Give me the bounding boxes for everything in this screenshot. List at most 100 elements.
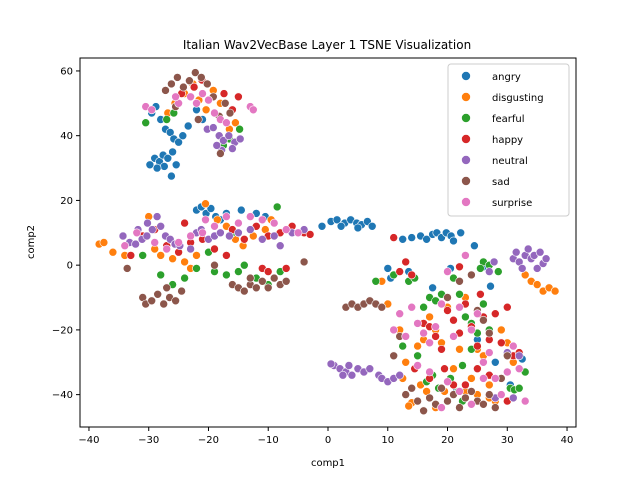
data-point-neutral — [257, 235, 267, 244]
data-point-sad — [299, 257, 309, 267]
legend-label-angry: angry — [492, 72, 521, 83]
data-point-surprise — [467, 399, 476, 409]
data-point-sad — [419, 406, 428, 416]
data-point-disgusting — [231, 118, 240, 127]
data-point-happy — [407, 270, 417, 280]
data-point-angry — [407, 233, 417, 242]
data-point-angry — [168, 147, 177, 157]
data-point-sad — [425, 393, 434, 403]
data-point-surprise — [204, 95, 213, 105]
x-tick-label: 30 — [501, 435, 514, 446]
data-point-sad — [479, 315, 488, 325]
data-point-angry — [167, 171, 176, 181]
data-point-neutral — [156, 222, 165, 231]
data-point-sad — [210, 260, 219, 270]
data-point-surprise — [132, 228, 142, 238]
data-point-surprise — [514, 364, 524, 374]
data-point-sad — [401, 390, 411, 399]
data-point-sad — [191, 68, 200, 77]
legend-marker-disgusting — [461, 92, 471, 102]
data-point-sad — [479, 399, 488, 409]
data-point-neutral — [235, 134, 245, 144]
data-point-neutral — [395, 370, 405, 380]
data-point-surprise — [413, 361, 422, 370]
data-point-happy — [437, 344, 446, 354]
data-point-sad — [225, 108, 235, 118]
data-point-surprise — [269, 218, 279, 228]
data-point-fearful — [461, 312, 470, 322]
data-point-angry — [422, 235, 431, 244]
data-point-neutral — [152, 212, 162, 221]
data-point-sad — [161, 86, 170, 95]
data-point-happy — [234, 92, 243, 102]
data-point-surprise — [461, 251, 470, 260]
data-point-disgusting — [413, 341, 422, 351]
data-point-surprise — [198, 228, 207, 238]
data-point-sad — [177, 286, 186, 296]
data-point-happy — [210, 244, 219, 254]
data-point-sad — [171, 296, 180, 306]
data-point-surprise — [222, 212, 231, 221]
data-point-neutral — [484, 267, 494, 276]
data-point-angry — [165, 128, 175, 137]
data-point-neutral — [216, 228, 225, 238]
legend-label-happy: happy — [492, 135, 523, 146]
data-point-disgusting — [201, 105, 211, 115]
data-point-angry — [317, 222, 327, 231]
data-point-fearful — [141, 118, 150, 127]
data-point-fearful — [192, 264, 201, 273]
data-point-fearful — [156, 270, 165, 280]
data-point-fearful — [222, 270, 231, 280]
data-point-sad — [490, 403, 500, 412]
data-point-neutral — [514, 351, 524, 361]
legend-items: angry disgusting fearful happy neutral sad sur… — [461, 71, 544, 209]
data-point-sad — [437, 383, 446, 393]
data-point-surprise — [192, 99, 201, 108]
legend-label-fearful: fearful — [492, 114, 525, 125]
data-point-sad — [257, 276, 267, 286]
data-point-disgusting — [180, 257, 189, 267]
legend-label-sad: sad — [492, 177, 510, 188]
data-point-surprise — [293, 228, 303, 238]
data-point-surprise — [449, 332, 458, 341]
legend: angry disgusting fearful happy neutral sad sur… — [447, 63, 570, 217]
data-point-angry — [470, 241, 479, 250]
data-point-happy — [389, 233, 399, 242]
data-point-happy — [461, 380, 470, 390]
data-point-sad — [484, 390, 494, 399]
data-point-neutral — [365, 364, 375, 374]
y-axis-label: comp2 — [26, 225, 37, 259]
data-point-happy — [431, 332, 440, 341]
legend-marker-angry — [461, 71, 471, 81]
data-point-neutral — [143, 218, 152, 228]
data-point-angry — [383, 264, 393, 273]
data-point-angry — [206, 204, 216, 213]
data-point-surprise — [401, 332, 411, 341]
data-point-sad — [153, 289, 162, 299]
data-point-surprise — [201, 215, 210, 225]
data-point-surprise — [479, 357, 488, 367]
data-point-sad — [407, 383, 417, 393]
data-point-neutral — [511, 247, 521, 257]
data-point-surprise — [473, 309, 482, 319]
data-point-happy — [502, 302, 512, 312]
legend-label-disgusting: disgusting — [492, 93, 544, 104]
y-tick-label: −40 — [52, 390, 73, 401]
data-point-surprise — [443, 267, 452, 276]
data-point-surprise — [455, 387, 464, 396]
data-point-sad — [377, 302, 387, 312]
data-point-neutral — [275, 241, 285, 250]
legend-marker-surprise — [461, 197, 471, 207]
data-point-sad — [197, 73, 206, 82]
data-point-neutral — [344, 361, 354, 370]
data-point-fearful — [234, 267, 243, 276]
x-tick-label: 10 — [381, 435, 394, 446]
data-point-surprise — [419, 328, 428, 338]
data-point-fearful — [458, 361, 467, 370]
y-tick-label: 40 — [60, 131, 73, 142]
data-point-sad — [455, 403, 464, 412]
legend-box — [447, 63, 570, 217]
data-point-fearful — [180, 273, 189, 283]
data-point-neutral — [517, 264, 527, 273]
data-point-disgusting — [550, 286, 560, 296]
